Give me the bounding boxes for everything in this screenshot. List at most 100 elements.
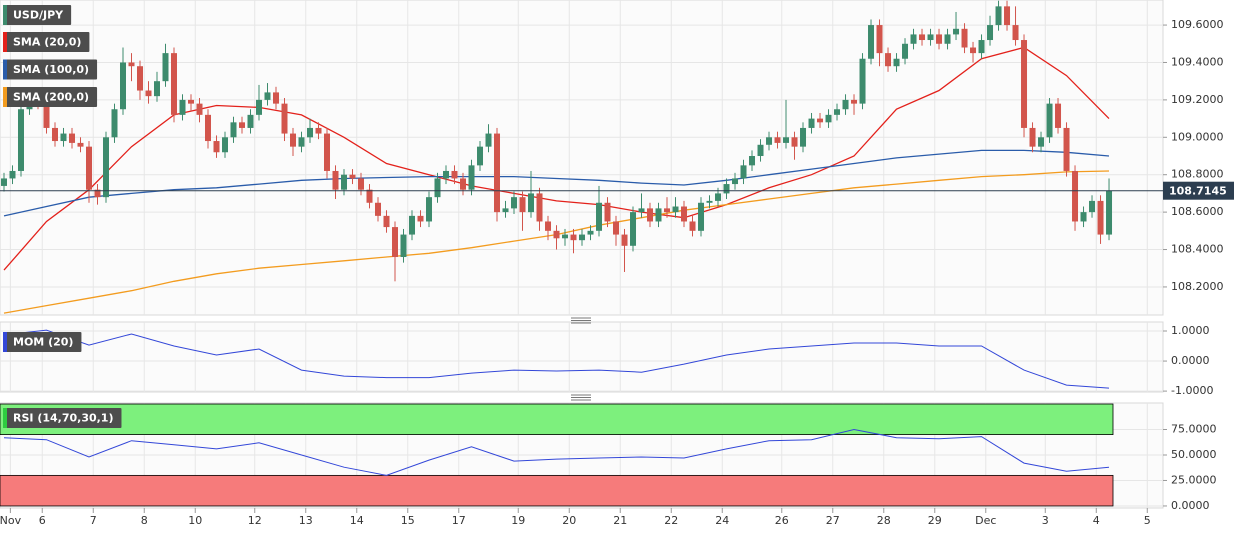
candle-body [732,178,739,185]
candle-body [136,66,143,91]
candle-body [749,156,756,166]
candle-body [630,212,637,246]
candle-body [638,208,645,213]
candle-body [953,28,960,35]
x-tick-label: 22 [664,514,678,527]
candle-body [604,202,611,222]
candle-body [68,133,75,143]
candle-body [273,92,280,104]
resize-handle[interactable] [571,317,591,324]
candle-body [170,53,177,115]
y-tick-label: 109.6000 [1171,18,1224,31]
candle-body [511,197,518,209]
candle-body [51,127,58,142]
candle-body [9,170,16,179]
candle-body [43,103,50,128]
y-tick-label: 109.2000 [1171,93,1224,106]
x-tick-label: 12 [248,514,262,527]
x-tick-label: 29 [928,514,942,527]
candle-body [349,174,356,179]
candle-body [119,62,126,110]
legend-item: SMA (20,0) [3,32,90,52]
sma-line [3,46,1110,271]
candle-body [1046,103,1053,138]
candle-body [800,127,807,147]
y-tick-label: 75.0000 [1171,423,1217,436]
candle-body [443,170,450,179]
candle-body [893,58,900,67]
y-tick-label: 0.0000 [1171,499,1210,512]
x-tick-label: 13 [299,514,313,527]
candle-body [222,137,229,153]
candle-body [681,206,688,222]
legend-item: RSI (14,70,30,1) [3,408,122,428]
legend-label: SMA (20,0) [13,36,81,49]
x-tick-label: Dec [975,514,996,527]
candle-body [706,200,713,203]
candle-body [774,137,781,143]
legend-swatch [3,5,7,25]
candle-body [783,137,790,143]
candle-body [111,109,118,138]
x-tick-label: 26 [775,514,789,527]
candle-body [757,144,764,157]
y-tick-label: 25.0000 [1171,473,1217,486]
candle-body [902,43,909,59]
candle-body [324,133,331,171]
candle-body [290,133,297,147]
x-tick-label: 28 [877,514,891,527]
candle-body [613,221,620,235]
candle-body [1029,127,1036,147]
candle-body [315,127,322,134]
y-tick-label: 1.0000 [1171,324,1210,337]
candle-body [970,47,977,54]
last-price-tag [1163,181,1234,200]
x-tick-label: Nov [0,514,22,527]
candle-body [1038,137,1045,147]
x-tick-label: 19 [511,514,525,527]
candle-body [868,25,875,59]
candle-body [723,184,730,194]
candle-body [1072,170,1079,222]
candle-body [851,99,858,104]
candle-body [307,127,314,138]
legend-swatch [3,59,7,80]
x-tick-label: 7 [90,514,97,527]
candle-body [1089,200,1096,213]
legend-item: MOM (20) [3,332,82,352]
indicator-band [0,403,1114,436]
candle-body [1012,25,1019,41]
candle-body [375,202,382,216]
candle-body [936,34,943,44]
candle-body [596,202,603,231]
y-tick-label: 108.6000 [1171,205,1224,218]
candle-body [545,221,552,231]
candle-body [60,133,67,142]
resize-handle[interactable] [571,394,591,401]
candle-body [341,174,348,190]
candle-body [910,34,917,44]
x-tick-label: 5 [1144,514,1151,527]
candle-body [230,122,237,138]
candle-body [392,227,399,258]
candle-body [1097,200,1104,235]
candle-body [579,234,586,241]
candle-body [1055,103,1062,128]
price-panel [0,0,1164,316]
legend-swatch [3,408,7,428]
candle-body [264,92,271,100]
x-tick-label: 10 [188,514,202,527]
candle-body [187,99,194,104]
candle-body [85,146,92,190]
legend-box [3,5,72,25]
candle-body [409,215,416,235]
y-tick-label: 109.0000 [1171,130,1224,143]
candle-body [213,141,220,153]
candle-body [94,189,101,198]
legend-item: SMA (200,0) [3,87,98,107]
candle-body [553,230,560,239]
x-tick-label: 15 [401,514,415,527]
x-tick-label: 6 [39,514,46,527]
